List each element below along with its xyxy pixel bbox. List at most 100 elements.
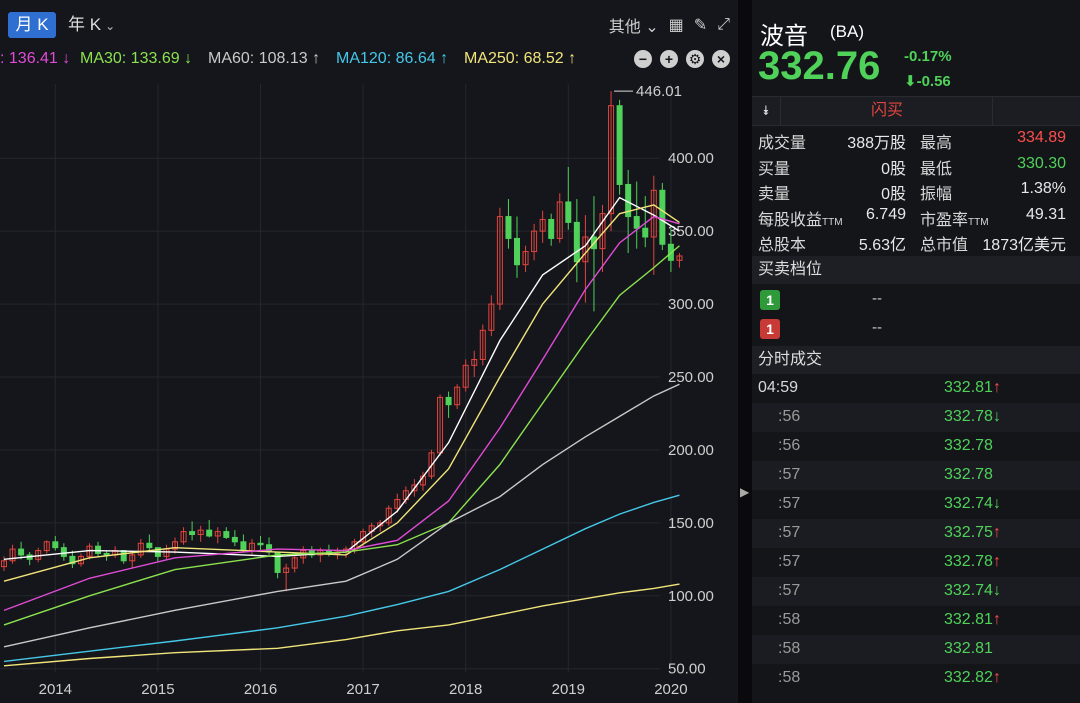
x-tick-label: 2017 <box>346 681 379 698</box>
candle-body <box>189 531 196 536</box>
stat-label: 成交量 <box>758 129 806 153</box>
candle-body <box>659 189 666 245</box>
candle-body <box>283 567 290 573</box>
candle-body <box>172 541 178 550</box>
stat-label: 振幅 <box>920 180 952 204</box>
collapse-icon[interactable]: ⯯ <box>752 97 781 125</box>
candle-body <box>394 499 401 509</box>
candle-body <box>52 541 59 549</box>
candle-body <box>129 554 136 562</box>
arrow-up-icon: ↑ <box>992 524 1001 541</box>
tick-price-value: 332.78 <box>944 408 993 425</box>
tick-time: :57 <box>778 553 801 570</box>
candle-body <box>676 255 683 261</box>
candle-body <box>454 386 461 406</box>
tick-time: :57 <box>778 524 801 541</box>
stat-value: 6.749 <box>866 206 906 224</box>
stat-label-text: 总市值 <box>920 237 969 254</box>
candle-body <box>257 542 264 546</box>
grid-icon[interactable]: ▦ <box>668 17 684 34</box>
stat-label-text: 最高 <box>920 135 953 152</box>
stat-label: 市盈率TTM <box>920 206 989 230</box>
change-percent: -0.17% <box>904 48 952 65</box>
stat-value-text: 1.38% <box>1020 180 1066 197</box>
tick-row: :57 332.78↑ <box>752 548 1080 577</box>
tab-yearly-k-label: 年 K <box>68 15 102 34</box>
candle-body <box>9 548 16 562</box>
tick-price-value: 332.74 <box>944 495 993 512</box>
stock-code: (BA) <box>830 22 864 41</box>
ma-value-ma30: MA30: 133.69 ↓ <box>80 50 193 67</box>
pen-icon[interactable]: ✎ <box>693 17 708 34</box>
stat-label: 买量 <box>758 155 790 179</box>
stat-value: 0股 <box>881 180 906 204</box>
ma-line-ma20 <box>3 215 680 612</box>
stat-label: 总股本 <box>758 231 806 255</box>
close-icon[interactable]: × <box>712 50 730 68</box>
candle-body <box>471 358 478 366</box>
ma-line-ma120 <box>3 494 680 663</box>
expand-icon[interactable]: ⤢ <box>717 16 730 33</box>
tick-price-value: 332.81 <box>944 640 993 657</box>
stat-value-text: 330.30 <box>1017 154 1066 172</box>
candle-body <box>514 237 520 266</box>
flash-buy-button[interactable]: 闪买 <box>782 97 993 125</box>
candle-body <box>18 548 25 556</box>
stat-value: 49.31 <box>1026 206 1066 224</box>
tick-time: :57 <box>778 582 801 599</box>
stat-value: 330.30 <box>1017 155 1066 173</box>
change-amount: ⬇-0.56 <box>904 72 951 90</box>
chart-tools: 其他 ⌄ ▦ ✎ ⤢ <box>609 12 730 38</box>
stat-value-text: 6.749 <box>865 205 906 223</box>
ma-value-ma20: : 136.41 ↓ <box>0 50 71 67</box>
gear-icon[interactable]: ⚙ <box>686 50 704 68</box>
candle-body <box>479 329 486 360</box>
arrow-down-icon: ↓ <box>992 495 1001 512</box>
y-tick-label: 300.00 <box>668 296 714 313</box>
candle-body <box>548 218 555 239</box>
tick-price: 332.74↓ <box>944 495 1001 513</box>
tick-row: :57 332.78 <box>752 461 1080 490</box>
x-tick-label: 2016 <box>244 681 277 698</box>
other-menu[interactable]: 其他 ⌄ <box>609 13 659 37</box>
candle-body <box>223 531 230 538</box>
arrow-down-icon: ⬇ <box>904 73 917 90</box>
candle-body <box>377 522 384 527</box>
candle-body <box>488 303 495 331</box>
chart-toolbar: 月 K 年 K ⌄ 其他 ⌄ ▦ ✎ ⤢ <box>0 10 738 42</box>
minus-icon[interactable]: − <box>634 50 652 68</box>
x-tick-label: 2020 <box>654 681 687 698</box>
candle-body <box>642 227 649 238</box>
candle-body <box>531 230 538 253</box>
stat-label: 最低 <box>920 155 952 179</box>
buy-level-badge: 1 <box>760 290 780 310</box>
tick-price-value: 332.82 <box>944 669 993 686</box>
expand-right-icon[interactable]: ▶ <box>740 485 750 499</box>
arrow-up-icon: ↑ <box>992 611 1001 628</box>
panel-divider[interactable]: ▶ <box>738 0 752 703</box>
candlestick-chart[interactable]: 50.00 100.00 150.00 200.00 250.00 300.00 350.0… <box>0 0 738 703</box>
candle-body <box>231 536 238 543</box>
sell-level-value: -- <box>872 319 882 336</box>
candle-body <box>137 542 144 556</box>
stat-label: 卖量 <box>758 180 790 204</box>
x-tick-label: 2019 <box>552 681 585 698</box>
y-tick-label: 200.00 <box>668 442 714 459</box>
stat-row: 卖量 0股 振幅 1.38% <box>752 177 1080 203</box>
y-tick-label: 350.00 <box>668 223 714 240</box>
tick-time: :58 <box>778 640 801 657</box>
y-tick-label: 400.00 <box>668 150 714 167</box>
plus-icon[interactable]: + <box>660 50 678 68</box>
tick-row: :56 332.78↓ <box>752 403 1080 432</box>
tab-yearly-k[interactable]: 年 K ⌄ <box>68 12 115 38</box>
max-annotation-label: 446.01 <box>636 83 682 100</box>
candle-body <box>103 552 110 556</box>
tab-monthly-k[interactable]: 月 K <box>8 12 56 38</box>
ticks-list[interactable]: 04:59 332.81↑:56 332.78↓:56 332.78:57 332.78… <box>752 374 1080 693</box>
arrow-up-icon: ↑ <box>992 669 1001 686</box>
stat-row: 总股本 5.63亿 总市值 1873亿美元 <box>752 228 1080 254</box>
stat-value: 334.89 <box>1017 129 1066 147</box>
tick-time: :58 <box>778 669 801 686</box>
stat-label: 总市值 <box>920 231 968 255</box>
stat-value: 388万股 <box>847 129 906 153</box>
